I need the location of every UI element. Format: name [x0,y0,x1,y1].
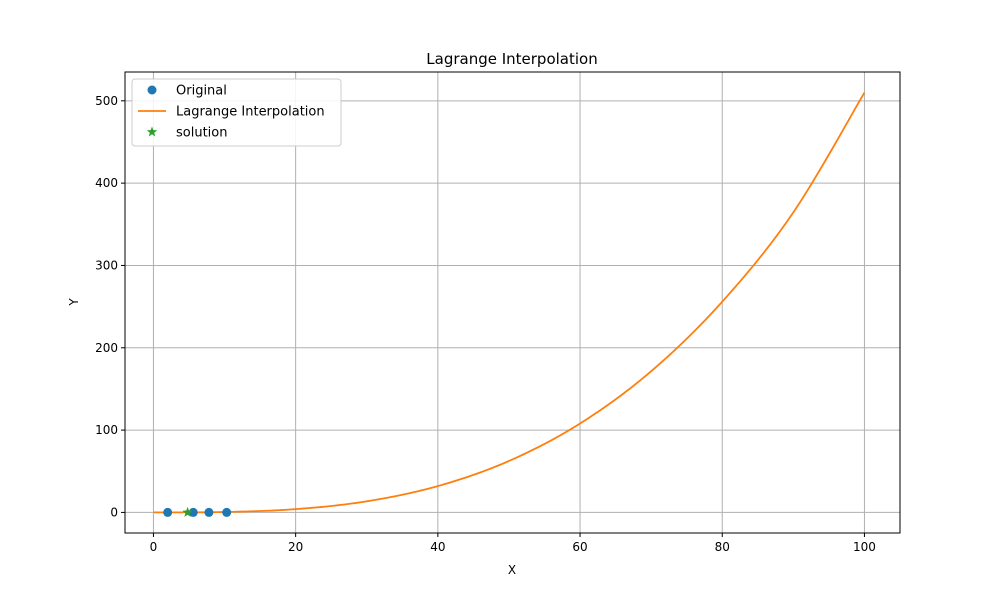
legend-label-original: Original [176,84,227,99]
data-point-solution [182,506,193,517]
data-point-original [222,507,232,517]
x-tick-label: 80 [715,540,730,554]
y-tick-label: 300 [95,258,118,272]
y-tick-label: 100 [95,423,118,437]
y-tick-label: 400 [95,176,118,190]
data-point-original [163,507,173,517]
legend-box [131,78,342,147]
y-axis-label: Y [67,298,81,307]
ticks: 0 20 40 60 80 100 0 100 200 300 400 500 [95,94,876,554]
axes-frame [124,71,901,534]
x-tick-label: 20 [288,540,303,554]
data-point-original [204,507,214,517]
chart-title: Lagrange Interpolation [426,50,597,68]
x-tick-label: 40 [430,540,445,554]
data-point-original [188,507,198,517]
legend-label-lagrange-interpolation: Lagrange Interpolation [176,105,325,120]
x-tick-label: 0 [150,540,158,554]
legend-label-solution: solution [176,126,227,141]
series-line-lagrange-interpolation [153,92,866,514]
x-axis-label: X [508,563,516,577]
y-tick-label: 500 [95,94,118,108]
legend: Original Lagrange Interpolation solution [131,78,342,147]
legend-swatch-original [147,85,157,95]
legend-swatch-solution [146,126,158,137]
x-tick-label: 100 [853,540,876,554]
grid [125,72,900,533]
plot-area [153,92,866,517]
y-tick-label: 200 [95,341,118,355]
x-tick-label: 60 [572,540,587,554]
y-tick-label: 0 [110,505,118,519]
